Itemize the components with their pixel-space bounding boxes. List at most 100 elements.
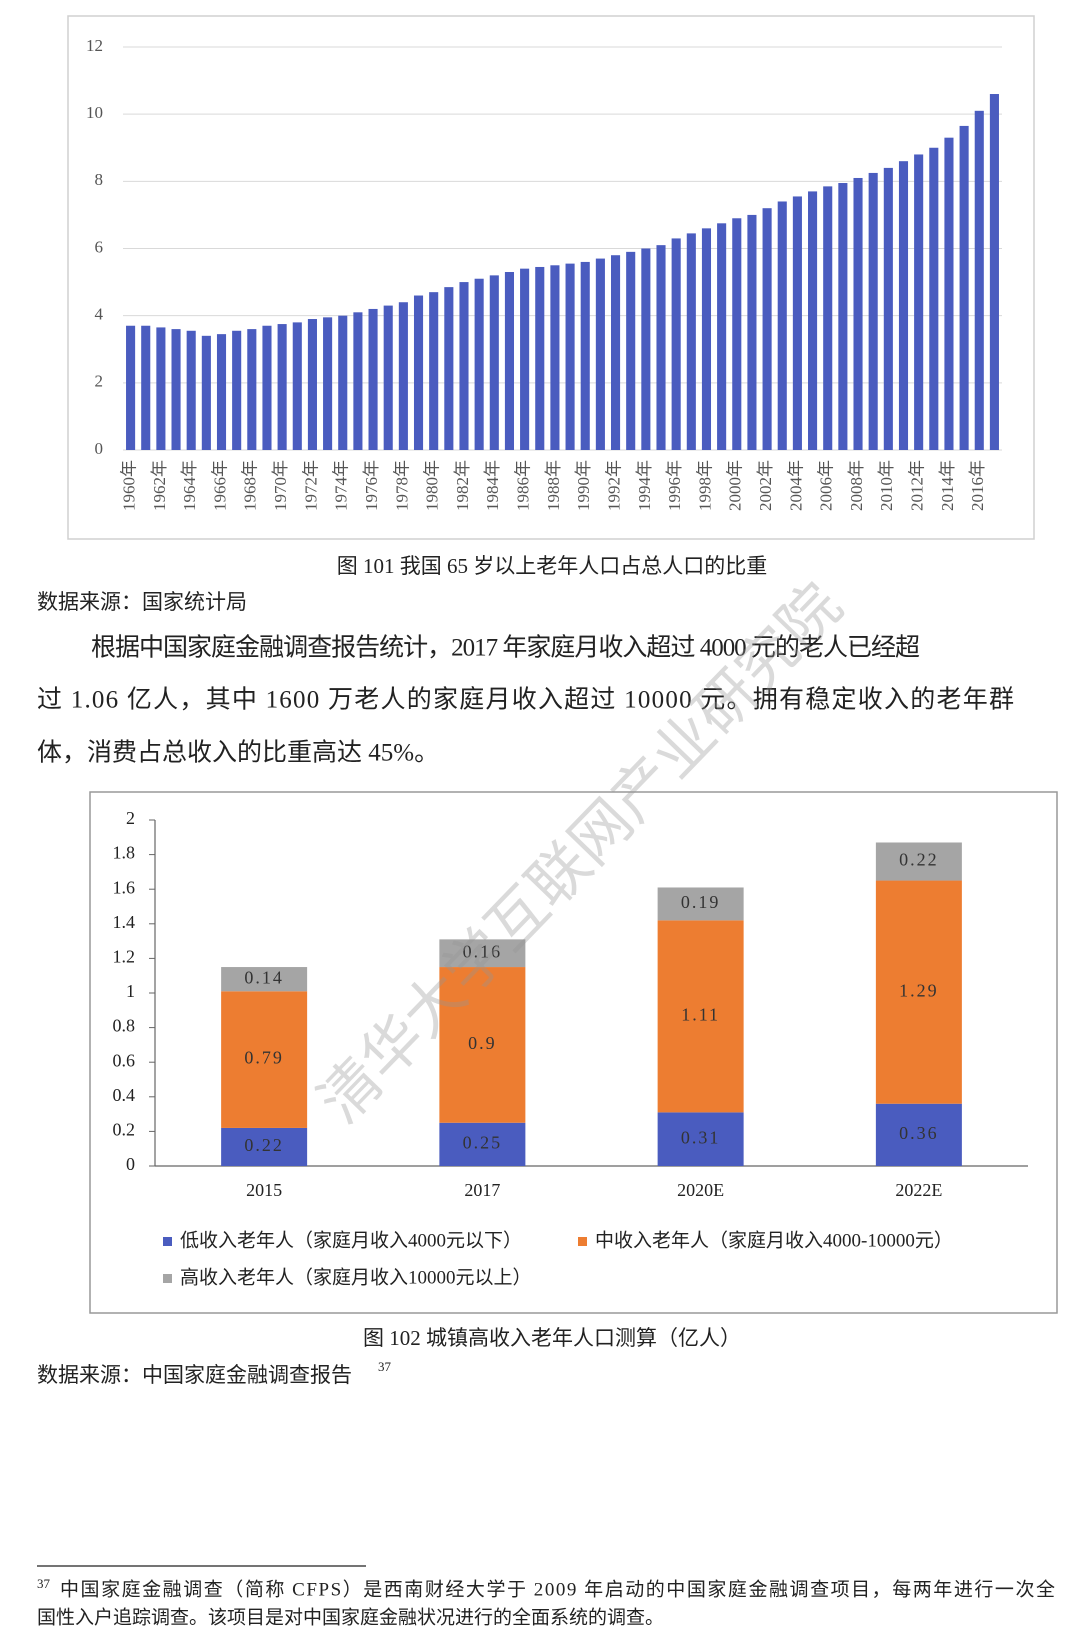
- x-tick-label: 1972年: [301, 460, 320, 511]
- source-note: 37: [378, 1359, 392, 1374]
- x-tick-label: 1990年: [574, 460, 593, 511]
- bar: [444, 287, 454, 450]
- x-tick-label: 1968年: [241, 460, 260, 511]
- data-label: 1.11: [681, 1004, 720, 1024]
- y-tick-label: 1.6: [113, 877, 136, 897]
- data-label: 0.31: [681, 1127, 721, 1147]
- bar-segment: [657, 1112, 744, 1166]
- bar-segment: [439, 967, 526, 1123]
- legend-label: 低收入老年人（家庭月收入4000元以下）: [180, 1229, 522, 1251]
- bar: [413, 295, 424, 450]
- bar: [656, 245, 666, 450]
- x-tick-label: 2020E: [677, 1180, 724, 1200]
- bar: [565, 263, 575, 450]
- legend-swatch: [578, 1237, 587, 1246]
- bar: [717, 223, 727, 450]
- bar-segment: [875, 1103, 962, 1166]
- bar: [201, 335, 211, 450]
- bar: [853, 177, 863, 450]
- x-tick-label: 1984年: [483, 460, 502, 511]
- figure-source: 数据来源：中国家庭金融调查报告: [37, 1363, 352, 1387]
- data-label: 0.16: [463, 941, 503, 961]
- body-text: 体，消费占总收入的比重高达 45%。: [37, 739, 439, 767]
- bar: [474, 278, 484, 450]
- bar: [914, 154, 924, 450]
- y-tick-label: 0.4: [113, 1085, 136, 1105]
- footnote-text: 中国家庭金融调查（简称 CFPS）是西南财经大学于 2009 年启动的中国家庭金…: [60, 1578, 1055, 1600]
- legend-swatch: [163, 1274, 172, 1283]
- y-tick-label: 12: [86, 36, 103, 55]
- y-tick-label: 1.8: [113, 843, 136, 863]
- bar: [171, 329, 181, 450]
- bar: [277, 324, 287, 450]
- bar: [535, 266, 545, 450]
- data-label: 0.22: [899, 850, 939, 870]
- bar: [262, 325, 272, 450]
- x-tick-label: 1986年: [514, 460, 533, 511]
- y-tick-label: 0.6: [113, 1050, 136, 1070]
- bar: [626, 251, 636, 450]
- x-tick-label: 1964年: [180, 460, 199, 511]
- bar: [504, 272, 515, 450]
- bar: [641, 248, 651, 450]
- legend-label: 中收入老年人（家庭月收入4000-10000元）: [595, 1229, 953, 1251]
- data-label: 0.36: [899, 1123, 939, 1143]
- y-tick-label: 0.8: [113, 1016, 136, 1036]
- bar: [338, 315, 348, 450]
- y-tick-label: 0.2: [113, 1120, 136, 1140]
- bar: [398, 302, 408, 450]
- bar-segment: [439, 1122, 526, 1166]
- y-tick-label: 2: [126, 808, 135, 828]
- bar: [429, 292, 439, 450]
- bar: [610, 255, 621, 450]
- bar-segment: [439, 939, 526, 968]
- bar: [520, 268, 530, 450]
- bar: [323, 317, 333, 450]
- x-tick-label: 1988年: [544, 460, 563, 511]
- figure-source: 数据来源：国家统计局: [37, 590, 247, 614]
- x-tick-label: 2017: [464, 1180, 500, 1200]
- chart-frame: [89, 791, 1058, 1314]
- body-text: 根据中国家庭金融调查报告统计，2017 年家庭月收入超过 4000 元的老人已经…: [91, 634, 920, 662]
- bar: [883, 167, 893, 450]
- x-tick-label: 1978年: [392, 460, 411, 511]
- data-label: 0.14: [244, 967, 284, 987]
- x-tick-label: 1980年: [423, 460, 442, 511]
- data-label: 0.25: [463, 1133, 503, 1153]
- bar-segment: [221, 991, 308, 1128]
- bar: [792, 196, 802, 450]
- y-tick-label: 1.4: [113, 912, 136, 932]
- bar: [762, 208, 772, 450]
- y-tick-label: 2: [95, 372, 104, 391]
- bar: [868, 172, 878, 450]
- x-tick-label: 1960年: [119, 460, 138, 511]
- x-tick-label: 1982年: [453, 460, 472, 511]
- bar: [247, 329, 257, 450]
- x-tick-label: 1966年: [210, 460, 229, 511]
- x-tick-label: 1998年: [695, 460, 714, 511]
- footnote-number: 37: [37, 1576, 51, 1591]
- x-tick-label: 2010年: [877, 460, 896, 511]
- bar: [383, 305, 393, 450]
- y-tick-label: 0: [126, 1154, 135, 1174]
- chart-frame: [67, 15, 1035, 540]
- bar: [989, 94, 999, 451]
- bar: [808, 191, 818, 451]
- legend-label: 高收入老年人（家庭月收入10000元以上）: [180, 1266, 532, 1288]
- bar: [459, 282, 469, 450]
- bar: [580, 261, 590, 450]
- x-tick-label: 2012年: [908, 460, 927, 511]
- y-tick-label: 10: [86, 103, 103, 122]
- legend-swatch: [163, 1237, 172, 1246]
- bar: [307, 319, 317, 450]
- bar: [595, 258, 605, 450]
- y-tick-label: 4: [95, 305, 104, 324]
- body-text: 过 1.06 亿人，其中 1600 万老人的家庭月收入超过 10000 元。拥有…: [37, 686, 1014, 714]
- y-tick-label: 0: [95, 439, 104, 458]
- data-label: 0.22: [244, 1135, 284, 1155]
- bar-segment: [875, 842, 962, 881]
- x-tick-label: 2002年: [756, 460, 775, 511]
- bar-segment: [875, 880, 962, 1104]
- x-tick-label: 2004年: [786, 460, 805, 511]
